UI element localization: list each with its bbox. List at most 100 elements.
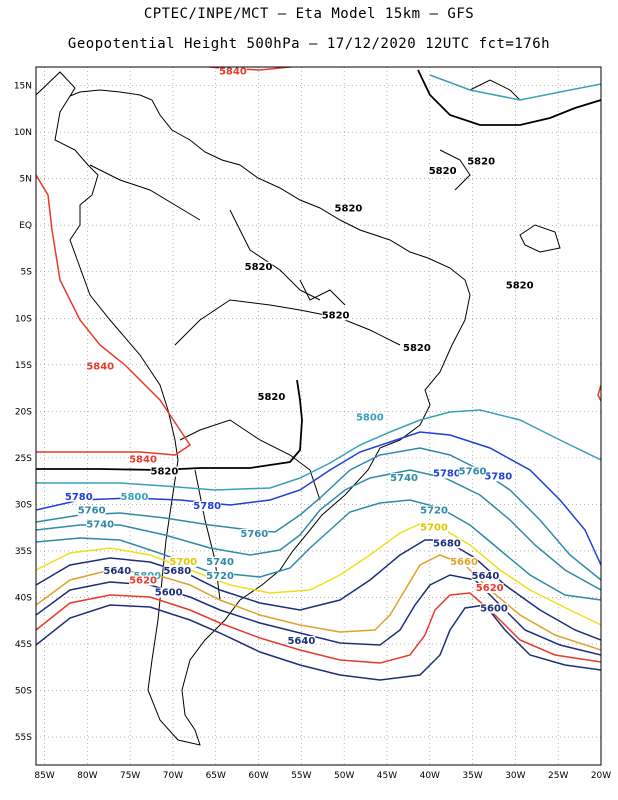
contour-label-5700: 5700 xyxy=(420,522,448,533)
contour-label-5640: 5640 xyxy=(287,636,315,647)
contour-label-bg xyxy=(150,466,179,477)
contour-label-bg xyxy=(480,603,508,614)
contour-label-5620: 5620 xyxy=(129,576,157,587)
lon-tick-label: 40W xyxy=(420,771,440,781)
lon-tick-label: 45W xyxy=(377,771,397,781)
contour-label-bg xyxy=(129,454,157,465)
contour-label-bg xyxy=(321,310,350,321)
contour-label-bg xyxy=(390,473,418,484)
contour-label-5680: 5680 xyxy=(433,538,461,549)
contour-5820-line xyxy=(417,69,601,126)
contour-label-5820: 5820 xyxy=(506,280,534,291)
contour-label-5640: 5640 xyxy=(103,566,131,577)
contour-label-5840: 5840 xyxy=(219,66,247,77)
contour-label-5740: 5740 xyxy=(390,473,418,484)
contour-label-5840: 5840 xyxy=(86,361,114,372)
contour-label-bg xyxy=(169,556,198,567)
contour-label-bg xyxy=(403,342,431,353)
contour-label-bg xyxy=(129,575,157,586)
contour-5680-line xyxy=(36,539,601,641)
contour-5840-line xyxy=(597,384,601,403)
contour-5640-line xyxy=(36,574,601,656)
contour-label-5740: 5740 xyxy=(86,520,114,531)
contour-label-5740: 5740 xyxy=(206,557,234,568)
lat-tick-label: 5N xyxy=(20,175,32,185)
contour-label-bg xyxy=(77,505,106,516)
map-frame xyxy=(35,66,602,766)
contour-label-5680: 5680 xyxy=(163,566,191,577)
contour-label-5820: 5820 xyxy=(335,203,363,214)
contour-label-bg xyxy=(154,587,183,598)
contour-label-5600: 5600 xyxy=(155,588,183,599)
contour-label-bg xyxy=(103,566,132,577)
lon-tick-label: 80W xyxy=(77,771,97,781)
contour-label-5800: 5800 xyxy=(356,413,384,424)
contour-label-bg xyxy=(334,203,363,214)
lat-tick-label: 20S xyxy=(15,407,32,417)
contour-label-bg xyxy=(244,261,273,272)
contour-label-bg xyxy=(433,538,461,549)
axis-tick-labels: 15N 10N 5N EQ 5S 10S 15S 20S 25S 30S 35S 40S 45S 50S 5… xyxy=(14,82,611,781)
contour-label-bg xyxy=(433,468,461,479)
contour-label-5780: 5780 xyxy=(484,471,512,482)
contour-label-5660: 5660 xyxy=(450,557,478,568)
contour-label-bg xyxy=(86,519,115,530)
lon-tick-label: 50W xyxy=(334,771,354,781)
contour-label-5760: 5760 xyxy=(240,529,268,540)
map-title-line1: CPTEC/INPE/MCT – Eta Model 15km – GFS xyxy=(143,6,475,22)
contour-label-5720: 5720 xyxy=(206,571,234,582)
contour-label-bg xyxy=(484,471,513,482)
contour-label-bg xyxy=(356,412,384,423)
lat-tick-label: 50S xyxy=(15,687,32,697)
contour-label-5820: 5820 xyxy=(257,392,285,403)
contour-label-5820: 5820 xyxy=(322,310,350,321)
lon-tick-label: 35W xyxy=(462,771,482,781)
lat-tick-label: 10N xyxy=(14,128,32,138)
lon-tick-label: 70W xyxy=(163,771,183,781)
contour-label-bg xyxy=(120,491,149,502)
lon-tick-label: 20W xyxy=(591,771,611,781)
contour-5800-line xyxy=(429,74,601,101)
contour-label-5720: 5720 xyxy=(420,506,448,517)
lon-tick-label: 85W xyxy=(34,771,54,781)
contour-label-5760: 5760 xyxy=(78,506,106,517)
contour-label-5820: 5820 xyxy=(150,467,178,478)
contour-label-bg xyxy=(206,556,234,567)
contour-label-bg xyxy=(428,166,457,177)
contour-label-bg xyxy=(206,570,234,581)
lat-tick-label: EQ xyxy=(19,221,32,231)
contour-label-5820: 5820 xyxy=(403,343,431,354)
contour-label-5820: 5820 xyxy=(245,262,273,273)
contour-label-5780: 5780 xyxy=(65,492,93,503)
contour-label-bg xyxy=(471,570,500,581)
contour-label-bg xyxy=(420,522,448,533)
contour-label-bg xyxy=(65,491,93,502)
contour-5800-line xyxy=(36,409,601,491)
contour-5780-line xyxy=(36,431,601,566)
contour-label-5760: 5760 xyxy=(459,467,487,478)
contour-5840-line xyxy=(36,174,192,456)
lat-lon-grid xyxy=(36,67,602,765)
contour-label-5820: 5820 xyxy=(467,157,495,168)
contour-label-5640: 5640 xyxy=(472,571,500,582)
contour-label-bg xyxy=(475,582,504,593)
contour-label-5620: 5620 xyxy=(476,583,504,594)
lon-tick-label: 25W xyxy=(548,771,568,781)
contour-label-bg xyxy=(257,392,286,403)
lon-tick-label: 30W xyxy=(505,771,525,781)
contour-5820-line xyxy=(36,379,303,471)
lat-tick-label: 40S xyxy=(15,593,32,603)
contour-label-5800: 5800 xyxy=(121,492,149,503)
contour-labels: 5840584058405820582058205820582058205820… xyxy=(65,66,534,647)
contour-5620-line xyxy=(36,592,601,664)
contour-label-bg xyxy=(240,528,269,539)
lat-tick-label: 5S xyxy=(21,268,33,278)
lon-tick-label: 75W xyxy=(120,771,140,781)
lat-tick-label: 10S xyxy=(15,314,32,324)
contour-5760-line xyxy=(36,447,601,581)
contour-5740-line xyxy=(36,469,601,591)
lat-tick-label: 45S xyxy=(15,640,32,650)
contour-label-bg xyxy=(450,556,478,567)
contour-5600-line xyxy=(36,604,601,681)
